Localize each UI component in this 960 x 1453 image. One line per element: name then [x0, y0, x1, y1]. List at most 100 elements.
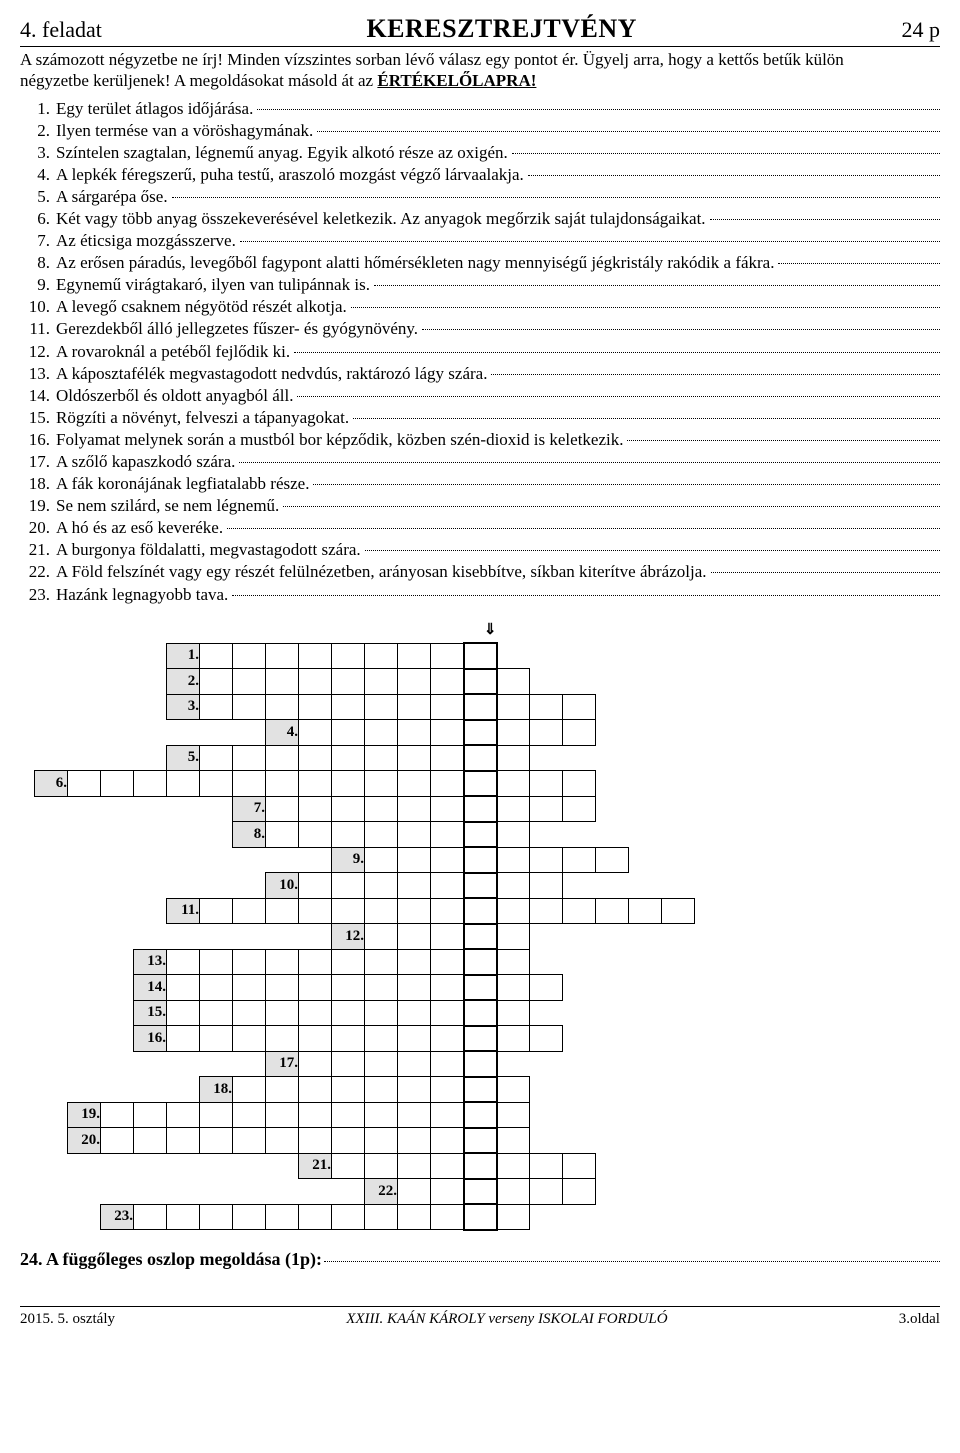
grid-cell[interactable] [332, 1051, 365, 1077]
grid-cell[interactable] [398, 694, 431, 720]
grid-cell[interactable] [530, 1153, 563, 1179]
grid-cell[interactable] [299, 898, 332, 924]
grid-cell[interactable] [431, 847, 464, 873]
grid-cell[interactable] [398, 1026, 431, 1052]
grid-cell[interactable] [365, 669, 398, 695]
grid-cell[interactable] [299, 643, 332, 669]
grid-cell[interactable] [200, 694, 233, 720]
grid-cell[interactable] [332, 669, 365, 695]
grid-cell[interactable] [398, 949, 431, 975]
grid-cell[interactable] [299, 1051, 332, 1077]
grid-cell[interactable] [266, 822, 299, 848]
grid-cell[interactable] [233, 1204, 266, 1230]
grid-cell[interactable] [233, 694, 266, 720]
grid-cell[interactable] [563, 898, 596, 924]
grid-cell[interactable] [101, 771, 134, 797]
grid-cell[interactable] [233, 669, 266, 695]
grid-cell[interactable] [563, 720, 596, 746]
grid-cell[interactable] [167, 1000, 200, 1026]
grid-cell[interactable] [365, 1026, 398, 1052]
grid-cell[interactable] [365, 720, 398, 746]
grid-cell[interactable] [497, 1128, 530, 1154]
grid-cell[interactable] [365, 745, 398, 771]
grid-cell[interactable] [398, 975, 431, 1001]
grid-cell[interactable] [134, 1102, 167, 1128]
grid-cell[interactable] [233, 975, 266, 1001]
solution-cell[interactable] [464, 720, 497, 746]
grid-cell[interactable] [563, 1179, 596, 1205]
solution-cell[interactable] [464, 771, 497, 797]
grid-cell[interactable] [101, 1102, 134, 1128]
grid-cell[interactable] [200, 898, 233, 924]
grid-cell[interactable] [365, 771, 398, 797]
solution-cell[interactable] [464, 1128, 497, 1154]
grid-cell[interactable] [233, 1077, 266, 1103]
grid-cell[interactable] [497, 847, 530, 873]
grid-cell[interactable] [266, 1000, 299, 1026]
grid-cell[interactable] [332, 898, 365, 924]
grid-cell[interactable] [365, 1102, 398, 1128]
grid-cell[interactable] [167, 1204, 200, 1230]
grid-cell[interactable] [398, 1204, 431, 1230]
grid-cell[interactable] [332, 1153, 365, 1179]
grid-cell[interactable] [398, 643, 431, 669]
solution-cell[interactable] [464, 1179, 497, 1205]
grid-cell[interactable] [266, 745, 299, 771]
grid-cell[interactable] [200, 1128, 233, 1154]
grid-cell[interactable] [299, 1077, 332, 1103]
grid-cell[interactable] [200, 643, 233, 669]
solution-cell[interactable] [464, 643, 497, 669]
grid-cell[interactable] [398, 1077, 431, 1103]
grid-cell[interactable] [332, 694, 365, 720]
grid-cell[interactable] [398, 847, 431, 873]
grid-cell[interactable] [233, 643, 266, 669]
grid-cell[interactable] [497, 796, 530, 822]
grid-cell[interactable] [332, 975, 365, 1001]
grid-cell[interactable] [431, 745, 464, 771]
grid-cell[interactable] [167, 1102, 200, 1128]
grid-cell[interactable] [530, 720, 563, 746]
grid-cell[interactable] [398, 745, 431, 771]
grid-cell[interactable] [167, 771, 200, 797]
grid-cell[interactable] [431, 873, 464, 899]
grid-cell[interactable] [299, 1102, 332, 1128]
grid-cell[interactable] [530, 1179, 563, 1205]
grid-cell[interactable] [233, 745, 266, 771]
grid-cell[interactable] [497, 1026, 530, 1052]
grid-cell[interactable] [332, 796, 365, 822]
grid-cell[interactable] [299, 720, 332, 746]
grid-cell[interactable] [365, 1077, 398, 1103]
grid-cell[interactable] [266, 975, 299, 1001]
solution-cell[interactable] [464, 873, 497, 899]
grid-cell[interactable] [563, 796, 596, 822]
grid-cell[interactable] [266, 898, 299, 924]
grid-cell[interactable] [200, 1026, 233, 1052]
grid-cell[interactable] [398, 1153, 431, 1179]
grid-cell[interactable] [431, 1026, 464, 1052]
grid-cell[interactable] [332, 1128, 365, 1154]
grid-cell[interactable] [233, 1000, 266, 1026]
grid-cell[interactable] [332, 1102, 365, 1128]
grid-cell[interactable] [233, 898, 266, 924]
grid-cell[interactable] [530, 873, 563, 899]
grid-cell[interactable] [365, 924, 398, 950]
grid-cell[interactable] [563, 1153, 596, 1179]
solution-cell[interactable] [464, 924, 497, 950]
grid-cell[interactable] [497, 873, 530, 899]
grid-cell[interactable] [662, 898, 695, 924]
grid-cell[interactable] [299, 771, 332, 797]
grid-cell[interactable] [200, 745, 233, 771]
grid-cell[interactable] [431, 771, 464, 797]
grid-cell[interactable] [299, 796, 332, 822]
grid-cell[interactable] [167, 1026, 200, 1052]
solution-cell[interactable] [464, 822, 497, 848]
solution-cell[interactable] [464, 745, 497, 771]
grid-cell[interactable] [266, 796, 299, 822]
solution-cell[interactable] [464, 1102, 497, 1128]
grid-cell[interactable] [233, 949, 266, 975]
grid-cell[interactable] [365, 1000, 398, 1026]
grid-cell[interactable] [431, 694, 464, 720]
grid-cell[interactable] [266, 949, 299, 975]
grid-cell[interactable] [497, 745, 530, 771]
grid-cell[interactable] [431, 1000, 464, 1026]
